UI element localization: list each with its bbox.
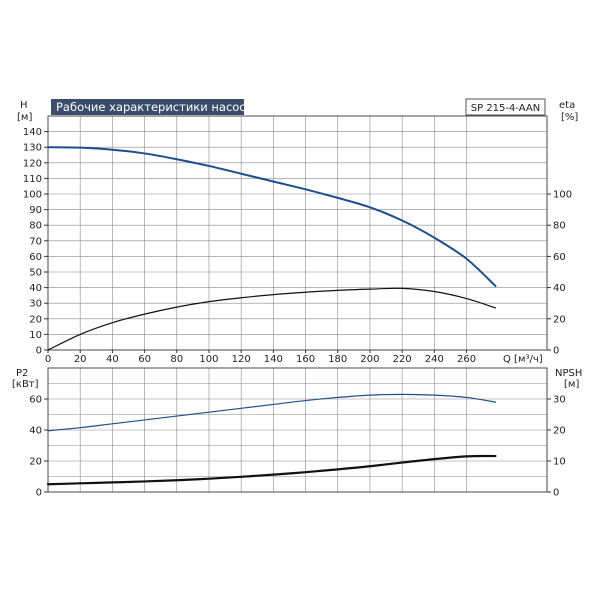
xtick-label: 20 (74, 354, 87, 365)
top-series-1-line (47, 146, 497, 288)
xtick-label: 180 (328, 354, 347, 365)
bottom-ytick-right: 10 (553, 457, 566, 468)
xtick-label: 0 (45, 354, 51, 365)
xtick-label: 120 (232, 354, 251, 365)
title-box (51, 99, 244, 115)
top-ytick-left: 20 (29, 314, 42, 325)
y-right-unit: [%] (561, 112, 578, 123)
xtick-label: 40 (106, 354, 119, 365)
p2-unit: [кВт] (12, 379, 39, 390)
top-series-2-line (47, 287, 497, 351)
top-ytick-left: 140 (23, 127, 42, 138)
xtick-label: 100 (199, 354, 218, 365)
model-label: SP 215-4-AAN (471, 103, 540, 114)
top-ytick-left: 80 (29, 221, 42, 232)
top-frame (47, 115, 548, 351)
bottom-ytick-left: 60 (29, 395, 42, 406)
bottom-series-1-line (47, 393, 497, 432)
y-right-label: eta (559, 100, 575, 111)
top-ytick-right: 20 (553, 314, 566, 325)
xtick-label: 60 (138, 354, 151, 365)
top-ytick-left: 0 (36, 346, 42, 357)
top-ytick-right: 100 (553, 190, 572, 201)
top-ytick-right: 60 (553, 252, 566, 263)
xtick-label: 140 (264, 354, 283, 365)
p2-label: P2 (16, 368, 28, 379)
top-ytick-left: 40 (29, 283, 42, 294)
top-ytick-right: 80 (553, 221, 566, 232)
bottom-series-2-line (46, 454, 497, 486)
npsh-unit: [м] (564, 379, 579, 390)
y-left-unit: [м] (17, 112, 32, 123)
top-ytick-right: 0 (553, 346, 559, 357)
xtick-label: 80 (170, 354, 183, 365)
xtick-label: 200 (360, 354, 379, 365)
top-ytick-left: 60 (29, 252, 42, 263)
bottom-ytick-left: 40 (29, 426, 42, 437)
chart-title: Рабочие характеристики насоса (56, 100, 253, 114)
xtick-label: 160 (296, 354, 315, 365)
top-ytick-left: 110 (23, 174, 42, 185)
bottom-panel: 0 20 40 60 0 10 20 30 (29, 367, 566, 499)
top-ytick-left: 130 (23, 143, 42, 154)
xtick-label: 240 (425, 354, 444, 365)
x-axis-label: Q [м³/ч] (503, 354, 543, 365)
top-ytick-left: 30 (29, 299, 42, 310)
top-ytick-left: 100 (23, 190, 42, 201)
bottom-ytick-right: 20 (553, 426, 566, 437)
top-ytick-left: 90 (29, 205, 42, 216)
npsh-label: NPSH (555, 368, 582, 379)
top-ytick-left: 50 (29, 268, 42, 279)
model-label-box (465, 98, 546, 116)
bottom-ytick-left: 20 (29, 457, 42, 468)
top-panel: 0 10 20 30 40 50 60 70 80 90 100 110 120 130 140 0 20 40 6… (23, 115, 572, 365)
top-ytick-left: 70 (29, 236, 42, 247)
top-ytick-left: 10 (29, 330, 42, 341)
bottom-ytick-right: 0 (553, 488, 559, 499)
bottom-ytick-left: 0 (36, 488, 42, 499)
xtick-label: 220 (393, 354, 412, 365)
top-ytick-left: 120 (23, 158, 42, 169)
xtick-label: 260 (457, 354, 476, 365)
top-ytick-right: 40 (553, 283, 566, 294)
bottom-ytick-right: 30 (553, 395, 566, 406)
y-left-label: H (20, 100, 28, 111)
